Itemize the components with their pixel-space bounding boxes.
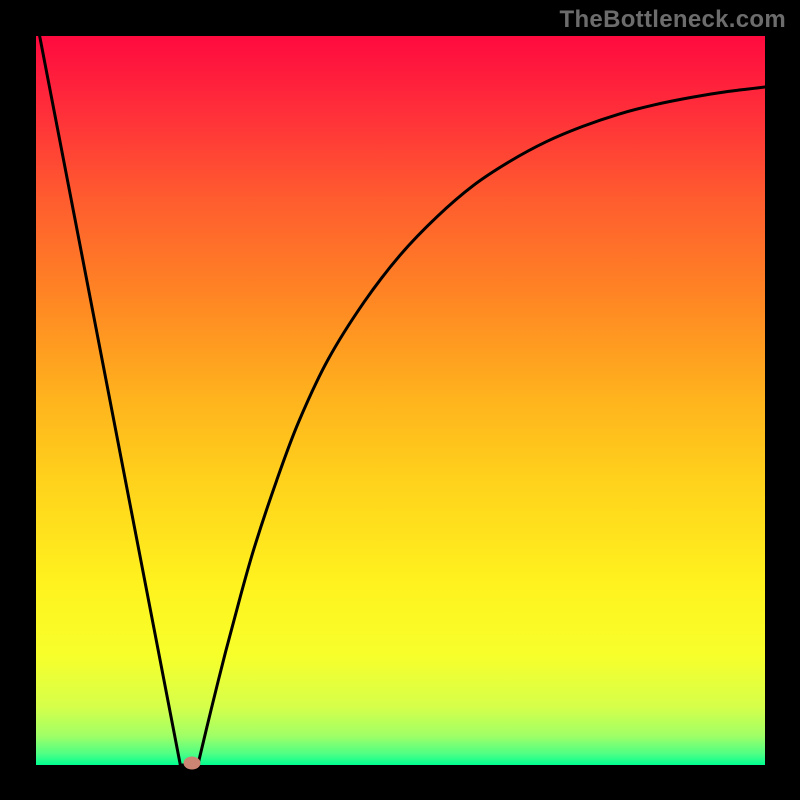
curve-left xyxy=(40,36,181,765)
bottleneck-curve xyxy=(36,36,765,765)
watermark-text: TheBottleneck.com xyxy=(560,6,786,34)
chart-stage: TheBottleneck.com xyxy=(0,0,800,800)
plot-area xyxy=(36,36,765,765)
minimum-marker xyxy=(184,756,201,769)
curve-right xyxy=(198,87,765,765)
